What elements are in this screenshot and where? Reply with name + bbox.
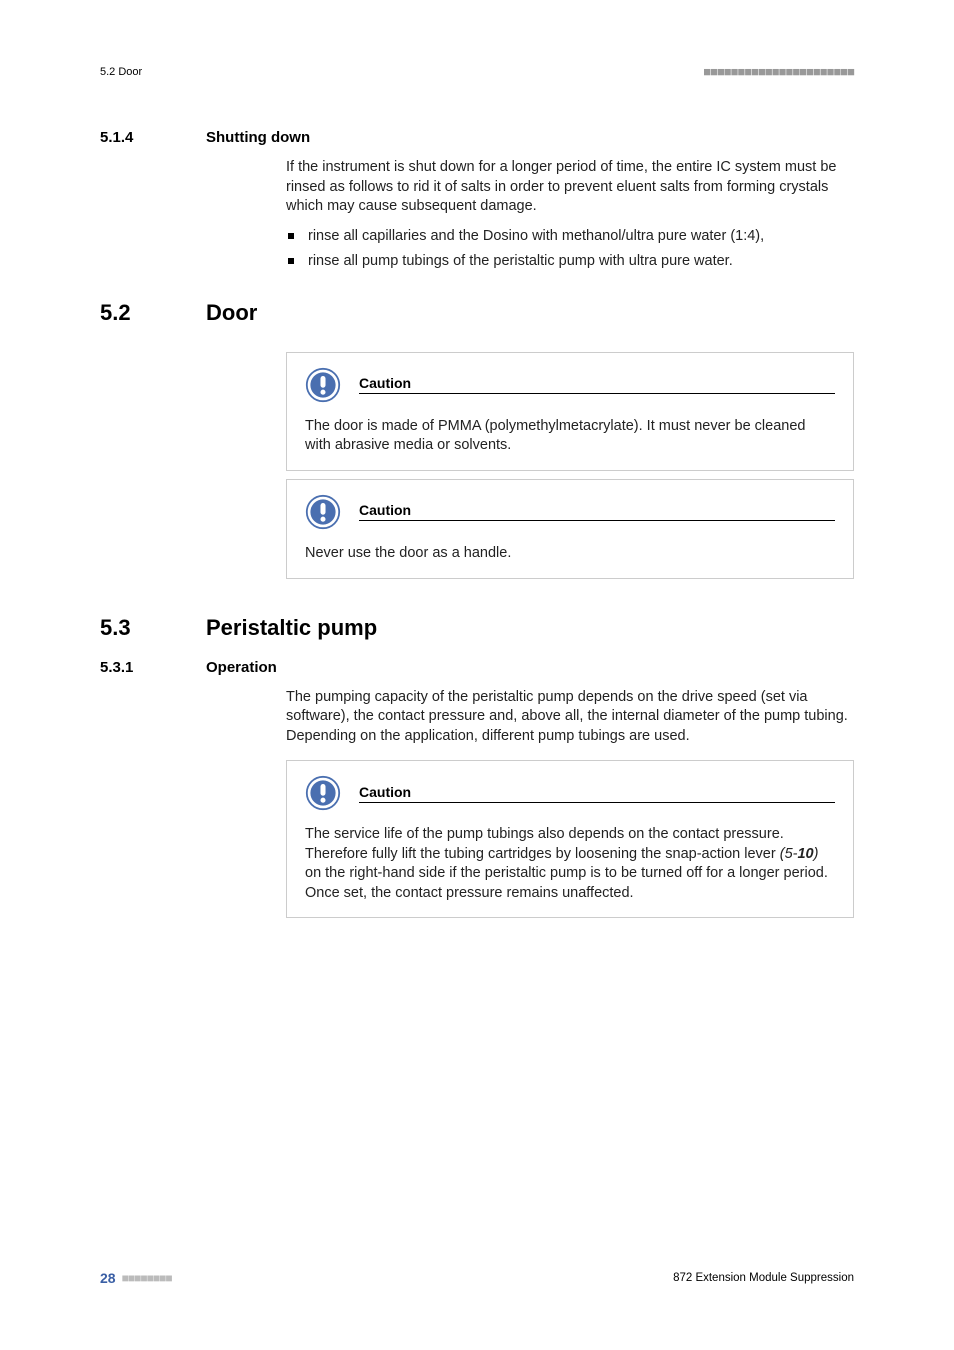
header-section-ref: 5.2 Door: [100, 66, 142, 78]
section-531-body: The pumping capacity of the peristaltic …: [286, 688, 854, 747]
caution-label-wrap: Caution: [359, 784, 835, 803]
section-514-body: If the instrument is shut down for a lon…: [286, 158, 854, 272]
section-514-title: Shutting down: [206, 129, 310, 146]
caution-icon: [305, 367, 341, 403]
caution-head: Caution: [305, 775, 835, 811]
caution-head: Caution: [305, 367, 835, 403]
caution-label-wrap: Caution: [359, 502, 835, 521]
caution-label: Caution: [359, 502, 835, 521]
section-53-title: Peristaltic pump: [206, 615, 377, 641]
section-531-title: Operation: [206, 659, 277, 676]
section-52-title: Door: [206, 300, 257, 326]
caution-box-door-1: Caution The door is made of PMMA (polyme…: [286, 352, 854, 471]
caution-body-pump: The service life of the pump tubings als…: [305, 825, 835, 903]
section-514-heading: 5.1.4 Shutting down: [100, 129, 854, 146]
section-531-number: 5.3.1: [100, 659, 206, 676]
section-531-para: The pumping capacity of the peristaltic …: [286, 688, 854, 747]
footer-dashes: ■■■■■■■■: [122, 1271, 172, 1285]
section-52-heading: 5.2 Door: [100, 300, 854, 326]
caution-label: Caution: [359, 375, 835, 394]
caution-box-pump: Caution The service life of the pump tub…: [286, 760, 854, 918]
section-514-number: 5.1.4: [100, 129, 206, 146]
section-53-heading: 5.3 Peristaltic pump: [100, 615, 854, 641]
caution-ref-num: 10: [797, 846, 813, 862]
section-514-bullet-1: rinse all capillaries and the Dosino wit…: [286, 227, 854, 247]
caution-box-door-2: Caution Never use the door as a handle.: [286, 479, 854, 579]
footer-page-number: 28: [100, 1270, 116, 1286]
caution-label: Caution: [359, 784, 835, 803]
section-514-para: If the instrument is shut down for a lon…: [286, 158, 854, 217]
section-531-heading: 5.3.1 Operation: [100, 659, 854, 676]
section-52-number: 5.2: [100, 300, 206, 326]
caution-body: The door is made of PMMA (polymethylmeta…: [305, 417, 835, 456]
caution-ref-open: (5-: [780, 846, 798, 862]
caution-label-wrap: Caution: [359, 375, 835, 394]
section-514-list: rinse all capillaries and the Dosino wit…: [286, 227, 854, 272]
caution-head: Caution: [305, 494, 835, 530]
section-514-bullet-2: rinse all pump tubings of the peristalti…: [286, 252, 854, 272]
page-header: 5.2 Door ■■■■■■■■■■■■■■■■■■■■■■: [100, 64, 854, 79]
caution-icon: [305, 494, 341, 530]
caution-body-post: on the right-hand side if the peristalti…: [305, 865, 828, 901]
section-53-number: 5.3: [100, 615, 206, 641]
header-dashes: ■■■■■■■■■■■■■■■■■■■■■■: [703, 64, 854, 79]
caution-body-pre: The service life of the pump tubings als…: [305, 826, 784, 862]
caution-icon: [305, 775, 341, 811]
footer-doc-title: 872 Extension Module Suppression: [673, 1272, 854, 1284]
caution-body: Never use the door as a handle.: [305, 544, 835, 564]
footer-left: 28 ■■■■■■■■: [100, 1270, 172, 1286]
caution-ref-close: ): [814, 846, 819, 862]
page-footer: 28 ■■■■■■■■ 872 Extension Module Suppres…: [100, 1270, 854, 1286]
